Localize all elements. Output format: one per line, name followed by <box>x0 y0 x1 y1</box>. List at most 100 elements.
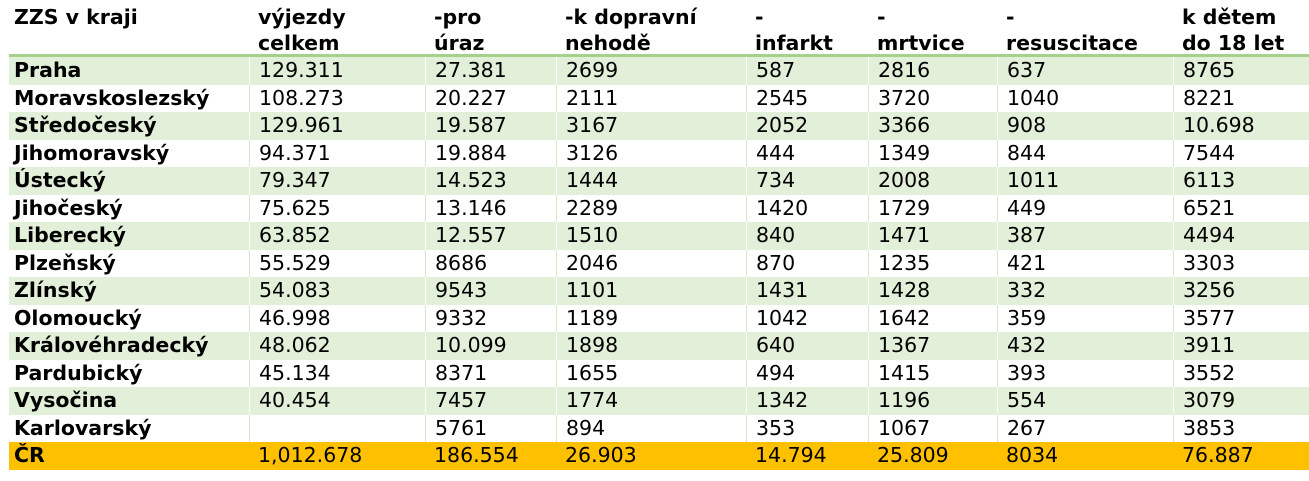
header-cell-injury: -pro úraz <box>434 5 485 55</box>
table-cell: 3552 <box>1173 359 1309 387</box>
table-cell: 4494 <box>1173 222 1309 250</box>
table-cell: 332 <box>997 277 1173 305</box>
table-cell: 3079 <box>1173 387 1309 415</box>
table-row: Ústecký 79.347 14.523 1444 734 2008 1011 6113 <box>9 167 1309 195</box>
table-cell: 2816 <box>868 57 997 85</box>
table-cell: 908 <box>997 112 1173 140</box>
table-cell: 54.083 <box>249 277 425 305</box>
table-cell: 1342 <box>746 387 868 415</box>
table-total-row: ČR 1,012.678 186.554 26.903 14.794 25.80… <box>9 442 1309 470</box>
table-cell: 8686 <box>425 249 556 277</box>
header-cell-total-calls: výjezdy celkem <box>258 5 346 55</box>
table-cell: 554 <box>997 387 1173 415</box>
table-cell: 3256 <box>1173 277 1309 305</box>
table-cell: 186.554 <box>434 443 519 467</box>
region-name-cell: Královéhradecký <box>14 333 209 357</box>
table-cell: 2046 <box>556 249 746 277</box>
table-cell: 48.062 <box>249 332 425 360</box>
table-cell: 1431 <box>746 277 868 305</box>
table-cell: 76.887 <box>1182 443 1254 467</box>
table-cell: 2111 <box>556 84 746 112</box>
table-row: Zlínský 54.083 9543 1101 1431 1428 332 3256 <box>9 277 1309 305</box>
table-cell: 1898 <box>556 332 746 360</box>
region-name-cell: Plzeňský <box>14 250 116 275</box>
table-cell: 1428 <box>868 277 997 305</box>
region-name-cell: Zlínský <box>14 278 97 302</box>
region-name-cell: Jihomoravský <box>14 140 170 165</box>
table-cell: 267 <box>997 414 1173 442</box>
table-cell: 108.273 <box>249 84 425 112</box>
table-row: Praha 129.311 27.381 2699 587 2816 637 8765 <box>9 57 1309 85</box>
table-cell: 1101 <box>556 277 746 305</box>
header-cell-resuscitation: - resuscitace <box>1006 5 1138 55</box>
table-cell: 45.134 <box>249 359 425 387</box>
table-cell: 1011 <box>997 167 1173 195</box>
table-cell: 14.523 <box>425 167 556 195</box>
table-cell: 421 <box>997 249 1173 277</box>
table-cell: 14.794 <box>755 443 827 467</box>
region-name-cell: Olomoucký <box>14 305 142 330</box>
table-cell: 2289 <box>556 194 746 222</box>
table-cell: 3853 <box>1173 414 1309 442</box>
table-cell: 2699 <box>556 57 746 85</box>
table-cell: 40.454 <box>249 387 425 415</box>
table-cell: 3167 <box>556 112 746 140</box>
header-cell-traffic-accident: -k dopravní nehodě <box>565 5 697 55</box>
table-cell: 7457 <box>425 387 556 415</box>
table-header-row: ZZS v kraji výjezdy celkem -pro úraz -k do… <box>9 0 1309 57</box>
table-cell: 26.903 <box>565 443 637 467</box>
table-cell: 79.347 <box>249 167 425 195</box>
table-row: Jihomoravský 94.371 19.884 3126 444 1349 844 75… <box>9 139 1309 167</box>
region-name-cell: Liberecký <box>14 223 126 247</box>
table-cell: 1196 <box>868 387 997 415</box>
table-cell: 8765 <box>1173 57 1309 85</box>
region-name-cell: Karlovarský <box>14 415 152 440</box>
table-cell: 353 <box>746 414 868 442</box>
table-cell: 27.381 <box>425 57 556 85</box>
table-cell: 494 <box>746 359 868 387</box>
table-cell: 25.809 <box>877 443 949 467</box>
table-cell: 6113 <box>1173 167 1309 195</box>
table-cell: 1042 <box>746 304 868 332</box>
table-row: Pardubický 45.134 8371 1655 494 1415 393 3552 <box>9 359 1309 387</box>
table-cell: 19.884 <box>425 139 556 167</box>
table-cell: 1774 <box>556 387 746 415</box>
table-cell: 1067 <box>868 414 997 442</box>
table-cell: 734 <box>746 167 868 195</box>
region-name-cell: Ústecký <box>14 168 106 192</box>
table-cell: 1415 <box>868 359 997 387</box>
table-cell: 55.529 <box>249 249 425 277</box>
region-name-cell: Vysočina <box>14 388 118 412</box>
table-cell: 3126 <box>556 139 746 167</box>
region-name-cell: Pardubický <box>14 360 143 385</box>
table-cell: 2052 <box>746 112 868 140</box>
header-cell-heart-attack: - infarkt <box>755 5 833 55</box>
table-cell: 640 <box>746 332 868 360</box>
table-cell: 75.625 <box>249 194 425 222</box>
table-row: Středočeský 129.961 19.587 3167 2052 3366 908 1… <box>9 112 1309 140</box>
table-cell: 870 <box>746 249 868 277</box>
region-name-cell: Středočeský <box>14 113 157 137</box>
table-cell: 3366 <box>868 112 997 140</box>
table-body: Praha 129.311 27.381 2699 587 2816 637 8765 Mora… <box>9 57 1309 442</box>
table-cell: 2008 <box>868 167 997 195</box>
table-cell: 840 <box>746 222 868 250</box>
table-row: Vysočina 40.454 7457 1774 1342 1196 554 3079 <box>9 387 1309 415</box>
table-cell: 10.698 <box>1173 112 1309 140</box>
table-cell: 8371 <box>425 359 556 387</box>
data-table: ZZS v kraji výjezdy celkem -pro úraz -k do… <box>9 0 1309 470</box>
table-cell: 1367 <box>868 332 997 360</box>
table-cell: 6521 <box>1173 194 1309 222</box>
table-row: Plzeňský 55.529 8686 2046 870 1235 421 3303 <box>9 249 1309 277</box>
table-cell: 20.227 <box>425 84 556 112</box>
table-cell: 359 <box>997 304 1173 332</box>
header-cell-children: k dětem do 18 let <box>1182 5 1285 55</box>
table-cell <box>249 414 425 442</box>
table-cell: 7544 <box>1173 139 1309 167</box>
table-cell: 94.371 <box>249 139 425 167</box>
table-cell: 393 <box>997 359 1173 387</box>
table-cell: 587 <box>746 57 868 85</box>
table-cell: 8034 <box>1006 443 1059 467</box>
region-name-cell: Praha <box>14 58 82 82</box>
table-row: Olomoucký 46.998 9332 1189 1042 1642 359 3577 <box>9 304 1309 332</box>
